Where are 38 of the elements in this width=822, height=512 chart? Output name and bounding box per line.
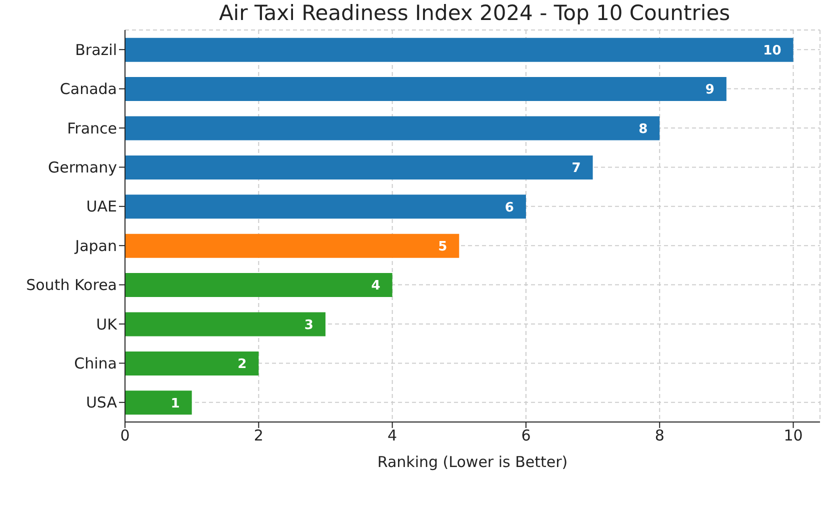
y-tick-label: UAE xyxy=(86,198,117,216)
data-label: 2 xyxy=(238,357,247,372)
y-tick-label: South Korea xyxy=(26,276,117,294)
data-label: 8 xyxy=(638,122,648,137)
y-tick-label: Japan xyxy=(74,236,117,255)
bar xyxy=(125,38,794,62)
bar xyxy=(125,351,259,376)
x-tick-label: 4 xyxy=(388,426,398,445)
x-tick-label: 10 xyxy=(784,426,803,445)
y-tick-label: Germany xyxy=(48,158,118,177)
data-label: 10 xyxy=(763,43,782,58)
data-label: 3 xyxy=(304,318,314,333)
y-tick-label: France xyxy=(67,119,117,138)
y-tick-label: Canada xyxy=(60,80,117,98)
x-tick-label: 2 xyxy=(254,426,264,445)
bar xyxy=(125,390,192,415)
data-label: 6 xyxy=(504,200,514,216)
x-tick-label: 8 xyxy=(654,426,664,445)
bar xyxy=(125,116,660,140)
y-tick-label: China xyxy=(74,354,117,373)
y-tick-label: UK xyxy=(96,315,118,334)
y-tick-label: USA xyxy=(86,394,118,412)
x-axis-title: Ranking (Lower is Better) xyxy=(377,453,568,471)
bar xyxy=(125,273,392,298)
x-tick-label: 6 xyxy=(521,426,531,445)
y-tick-label: Brazil xyxy=(75,40,117,59)
data-label: 5 xyxy=(438,239,448,254)
bar xyxy=(125,234,460,258)
data-label: 7 xyxy=(572,161,581,176)
data-label: 4 xyxy=(371,278,380,294)
bar xyxy=(125,77,726,102)
data-label: 1 xyxy=(170,396,180,412)
bar xyxy=(125,312,326,336)
x-tick-label: 0 xyxy=(120,426,130,445)
chart-title: Air Taxi Readiness Index 2024 - Top 10 Countries xyxy=(218,1,732,25)
data-label: 9 xyxy=(705,82,714,98)
bar xyxy=(125,155,593,180)
bar xyxy=(125,194,526,219)
